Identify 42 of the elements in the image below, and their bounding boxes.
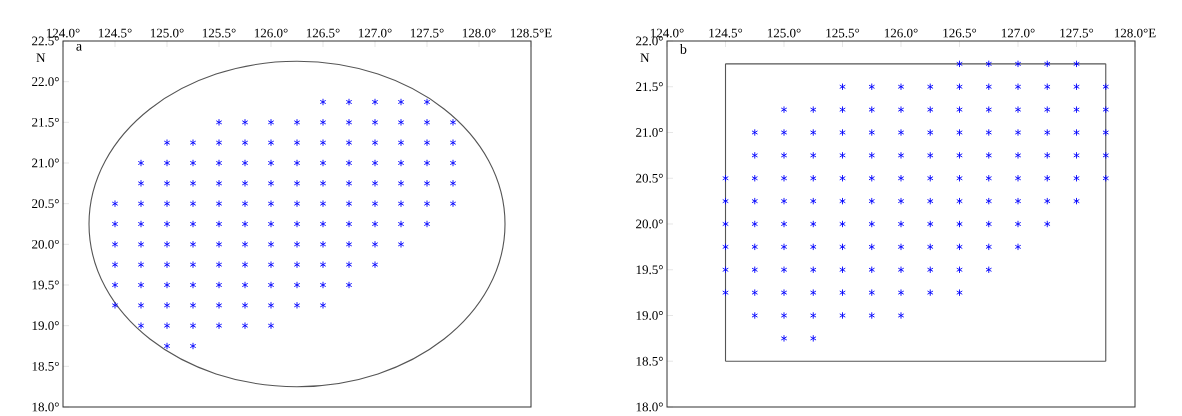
x-tick-label: 128.0° (462, 28, 496, 38)
x-tick-label: 126.0° (884, 28, 918, 38)
x-tick-label: 124.0° (46, 28, 80, 38)
x-tick-label: 126.5° (943, 28, 977, 38)
x-tick-label: 124.0° (650, 28, 684, 38)
y-tick-label: 20.0° (636, 219, 663, 229)
y-tick-label: 18.0° (32, 402, 59, 412)
y-tick-label: 19.5° (636, 265, 663, 275)
x-tick-label: 127.0° (1001, 28, 1035, 38)
chart-title: b (679, 44, 687, 54)
x-tick-label: 124.5° (98, 28, 132, 38)
y-tick-label: 21.0° (32, 158, 59, 168)
x-tick-label: 126.5° (306, 28, 340, 38)
y-axis-title: N (640, 53, 650, 63)
x-tick-label: 125.5° (826, 28, 860, 38)
y-tick-label: 18.0° (636, 402, 663, 412)
y-tick-label: 20.5° (32, 199, 59, 209)
x-tick-label: 125.5° (202, 28, 236, 38)
y-tick-label: 19.0° (32, 321, 59, 331)
y-tick-label: 22.0° (636, 36, 663, 46)
y-tick-label: 19.0° (636, 311, 663, 320)
y-tick-label: 22.0° (32, 77, 59, 87)
x-tick-label: 127.5° (1060, 28, 1094, 38)
y-axis-title: N (36, 53, 46, 63)
y-tick-label: 20.5° (636, 173, 663, 183)
x-tick-label: 128.0°E (1114, 28, 1156, 38)
y-tick-label: 21.5° (32, 117, 59, 127)
x-tick-label: 128.5°E (510, 28, 552, 38)
chart-title: a (76, 44, 82, 51)
x-tick-label: 127.5° (410, 28, 444, 38)
x-tick-label: 126.0° (254, 28, 288, 38)
x-tick-label: 125.0° (150, 28, 184, 38)
x-tick-label: 125.0° (767, 28, 801, 38)
y-tick-label: 19.5° (32, 280, 59, 290)
y-tick-label: 21.5° (636, 82, 663, 92)
y-tick-label: 22.5° (32, 36, 59, 46)
y-tick-label: 18.5° (32, 361, 59, 371)
x-tick-label: 124.5° (709, 28, 743, 38)
y-tick-label: 18.5° (636, 356, 663, 366)
y-tick-label: 21.0° (636, 128, 663, 137)
y-tick-label: 20.0° (32, 239, 59, 249)
x-tick-label: 127.0° (358, 28, 392, 38)
